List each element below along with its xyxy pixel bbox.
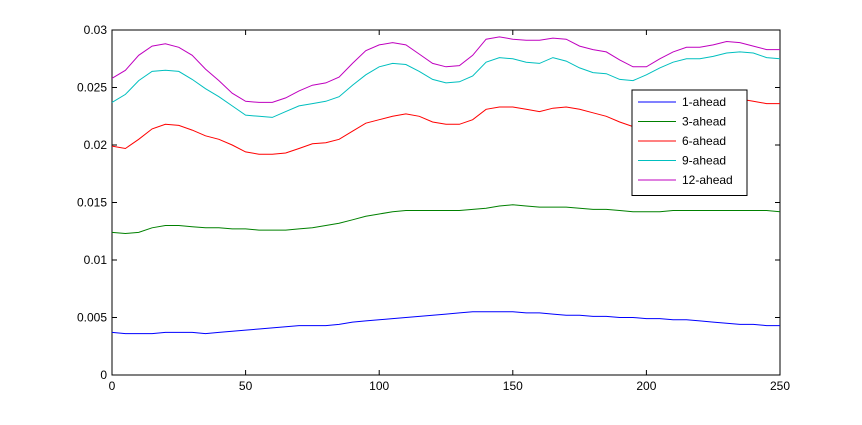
- legend-label-3-ahead: 3-ahead: [682, 115, 726, 129]
- plot-area: [111, 29, 781, 376]
- y-tick-label: 0.015: [77, 196, 107, 210]
- x-tick-label: 250: [770, 379, 790, 393]
- x-tick-label: 0: [109, 379, 116, 393]
- legend-label-9-ahead: 9-ahead: [682, 154, 726, 168]
- legend-label-6-ahead: 6-ahead: [682, 134, 726, 148]
- y-tick-label: 0.005: [77, 311, 107, 325]
- x-tick-label: 150: [503, 379, 523, 393]
- x-tick-label: 50: [239, 379, 253, 393]
- legend-label-12-ahead: 12-ahead: [682, 173, 733, 187]
- y-tick-label: 0.02: [84, 138, 108, 152]
- x-tick-label: 100: [369, 379, 389, 393]
- y-tick-label: 0.025: [77, 81, 107, 95]
- y-tick-label: 0: [100, 368, 107, 382]
- series-line-9-ahead: [111, 51, 781, 118]
- series-line-1-ahead: [111, 311, 780, 335]
- axes-layer: 0 50 100 150 200 250 0 0.005 0.01 0.015 0.02 0.025 0…: [77, 23, 790, 393]
- y-tick-label: 0.03: [84, 23, 108, 37]
- legend-label-1-ahead: 1-ahead: [682, 95, 726, 109]
- legend: 1-ahead 3-ahead 6-ahead 9-ahead 12-ahead: [631, 89, 748, 196]
- series-line-12-ahead: [111, 36, 780, 103]
- y-tick-label: 0.01: [84, 253, 108, 267]
- series-layer: [111, 36, 781, 335]
- legend-box: [631, 89, 748, 196]
- x-tick-label: 200: [636, 379, 656, 393]
- series-line-3-ahead: [111, 204, 781, 235]
